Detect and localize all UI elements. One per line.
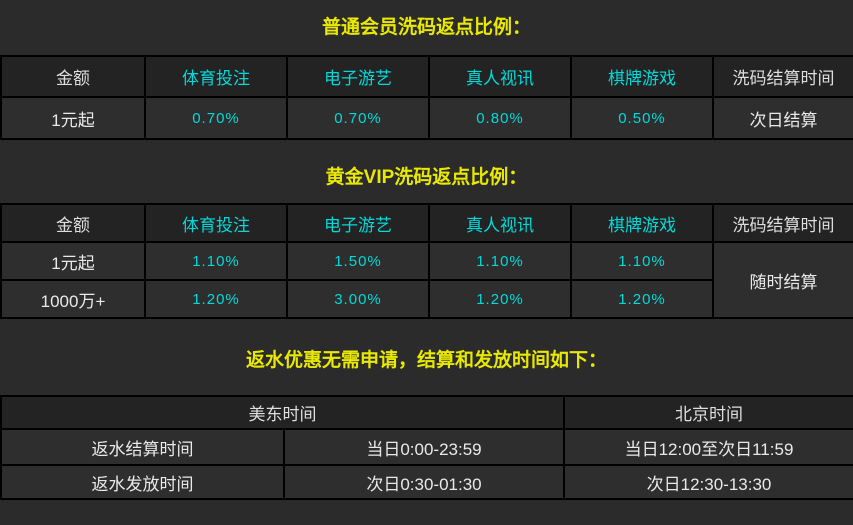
amount-cell: 1000万+ bbox=[0, 279, 146, 319]
board-rate-cell: 1.10% bbox=[570, 241, 714, 281]
table-header-row: 金额 体育投注 电子游艺 真人视讯 棋牌游戏 洗码结算时间 bbox=[0, 55, 853, 98]
row-label-cell: 返水结算时间 bbox=[0, 428, 285, 466]
table-row: 1元起 0.70% 0.70% 0.80% 0.50% 次日结算 bbox=[0, 96, 853, 140]
rebate-page: 普通会员洗码返点比例： 金额 体育投注 电子游艺 真人视讯 棋牌游戏 洗码结算时… bbox=[0, 17, 853, 500]
board-rate-cell: 1.20% bbox=[570, 279, 714, 319]
table-row: 1000万+ 1.20% 3.00% 1.20% 1.20% bbox=[0, 279, 853, 319]
col-header-beijing-time: 北京时间 bbox=[563, 395, 853, 430]
table-row: 1元起 1.10% 1.50% 1.10% 1.10% 随时结算 bbox=[0, 241, 853, 319]
normal-rate-table: 金额 体育投注 电子游艺 真人视讯 棋牌游戏 洗码结算时间 1元起 0.70% … bbox=[0, 55, 853, 140]
live-rate-cell: 1.10% bbox=[428, 241, 572, 281]
col-header-amount: 金额 bbox=[0, 203, 146, 243]
live-rate-cell: 1.20% bbox=[428, 279, 572, 319]
col-header-sports-betting: 体育投注 bbox=[144, 203, 288, 243]
row-label-cell: 返水发放时间 bbox=[0, 464, 285, 500]
settlement-cell: 随时结算 bbox=[712, 241, 853, 319]
section-title-normal: 普通会员洗码返点比例： bbox=[321, 17, 531, 38]
board-rate-cell: 0.50% bbox=[570, 96, 714, 140]
egames-rate-cell: 3.00% bbox=[286, 279, 430, 319]
egames-rate-cell: 0.70% bbox=[286, 96, 430, 140]
vip-rate-table: 金额 体育投注 电子游艺 真人视讯 棋牌游戏 洗码结算时间 1元起 1.10% … bbox=[0, 203, 853, 319]
amount-cell: 1元起 bbox=[0, 96, 146, 140]
col-header-amount: 金额 bbox=[0, 55, 146, 98]
col-header-sports-betting: 体育投注 bbox=[144, 55, 288, 98]
beijing-time-cell: 次日12:30-13:30 bbox=[563, 464, 853, 500]
us-time-cell: 当日0:00-23:59 bbox=[283, 428, 565, 466]
sports-rate-cell: 1.20% bbox=[144, 279, 288, 319]
col-header-settlement-time: 洗码结算时间 bbox=[712, 55, 853, 98]
table-header-row: 金额 体育投注 电子游艺 真人视讯 棋牌游戏 洗码结算时间 bbox=[0, 203, 853, 243]
sports-rate-cell: 1.10% bbox=[144, 241, 288, 281]
egames-rate-cell: 1.50% bbox=[286, 241, 430, 281]
table-row: 返水发放时间 次日0:30-01:30 次日12:30-13:30 bbox=[0, 464, 853, 500]
table-row: 返水结算时间 当日0:00-23:59 当日12:00至次日11:59 bbox=[0, 428, 853, 466]
amount-cell: 1元起 bbox=[0, 241, 146, 281]
col-header-board-games: 棋牌游戏 bbox=[570, 203, 714, 243]
table-header-row: 美东时间 北京时间 bbox=[0, 395, 853, 430]
col-header-us-eastern-time: 美东时间 bbox=[0, 395, 565, 430]
col-header-live-casino: 真人视讯 bbox=[428, 203, 572, 243]
col-header-board-games: 棋牌游戏 bbox=[570, 55, 714, 98]
settlement-cell: 次日结算 bbox=[712, 96, 853, 140]
col-header-electronic-games: 电子游艺 bbox=[286, 203, 430, 243]
col-header-live-casino: 真人视讯 bbox=[428, 55, 572, 98]
section-title-vip: 黄金VIP洗码返点比例： bbox=[325, 167, 528, 188]
rebate-time-table: 美东时间 北京时间 返水结算时间 当日0:00-23:59 当日12:00至次日… bbox=[0, 395, 853, 500]
col-header-electronic-games: 电子游艺 bbox=[286, 55, 430, 98]
col-header-settlement-time: 洗码结算时间 bbox=[712, 203, 853, 243]
us-time-cell: 次日0:30-01:30 bbox=[283, 464, 565, 500]
live-rate-cell: 0.80% bbox=[428, 96, 572, 140]
beijing-time-cell: 当日12:00至次日11:59 bbox=[563, 428, 853, 466]
section-title-rebate: 返水优惠无需申请，结算和发放时间如下： bbox=[245, 350, 607, 371]
sports-rate-cell: 0.70% bbox=[144, 96, 288, 140]
